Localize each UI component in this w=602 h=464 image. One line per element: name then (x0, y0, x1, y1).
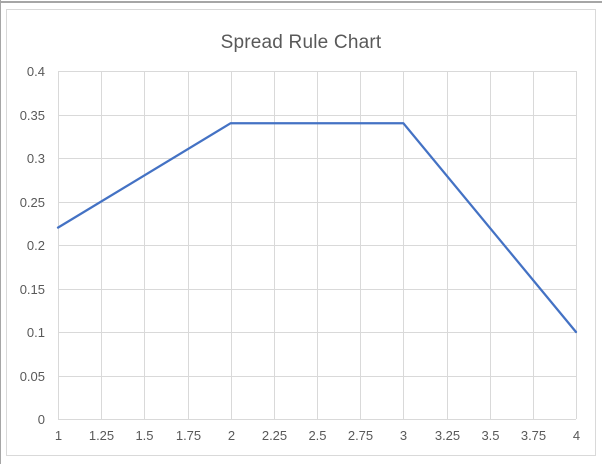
x-axis-tick-label: 3.25 (435, 428, 460, 443)
y-axis-tick-label: 0.15 (20, 282, 45, 297)
x-axis-tick-label: 2.75 (348, 428, 373, 443)
plot-svg: 0 0.05 0.1 0.15 0.2 0.25 0.3 0.35 0.4 1 1.25 1.5 1.7… (20, 64, 580, 443)
y-axis-tick-label: 0.2 (27, 238, 45, 253)
x-axis-tick-label: 3.5 (481, 428, 499, 443)
y-axis-tick-label: 0 (38, 412, 45, 427)
x-axis-tick-label: 1.75 (176, 428, 201, 443)
x-axis-tick-label: 1.5 (135, 428, 153, 443)
x-axis-tick-label: 4 (573, 428, 580, 443)
data-series-line[interactable] (56, 122, 578, 334)
y-axis-tick-label: 0.1 (27, 325, 45, 340)
y-axis-tick-label: 0.25 (20, 195, 45, 210)
y-axis-tick-label: 0.05 (20, 369, 45, 384)
chart-title: Spread Rule Chart (220, 32, 382, 53)
x-axis-tick-label: 1.25 (89, 428, 114, 443)
window-top-edge-line (0, 1, 602, 3)
x-axis-tick-label: 2.25 (262, 428, 287, 443)
y-axis-tick-label: 0.4 (27, 64, 45, 79)
x-axis-tick-label: 3 (400, 428, 407, 443)
x-axis-tick-label: 2.5 (308, 428, 326, 443)
window-left-edge-line (0, 0, 1, 464)
x-axis-tick-label: 3.75 (521, 428, 546, 443)
x-axis-tick-label: 1 (55, 428, 62, 443)
chart-area[interactable]: Spread Rule Chart 0 0.05 0.1 0.15 0.2 0.25 0.3… (6, 9, 596, 456)
y-axis-tick-label: 0.3 (27, 151, 45, 166)
y-axis-tick-label: 0.35 (20, 108, 45, 123)
x-axis-tick-label: 2 (228, 428, 235, 443)
